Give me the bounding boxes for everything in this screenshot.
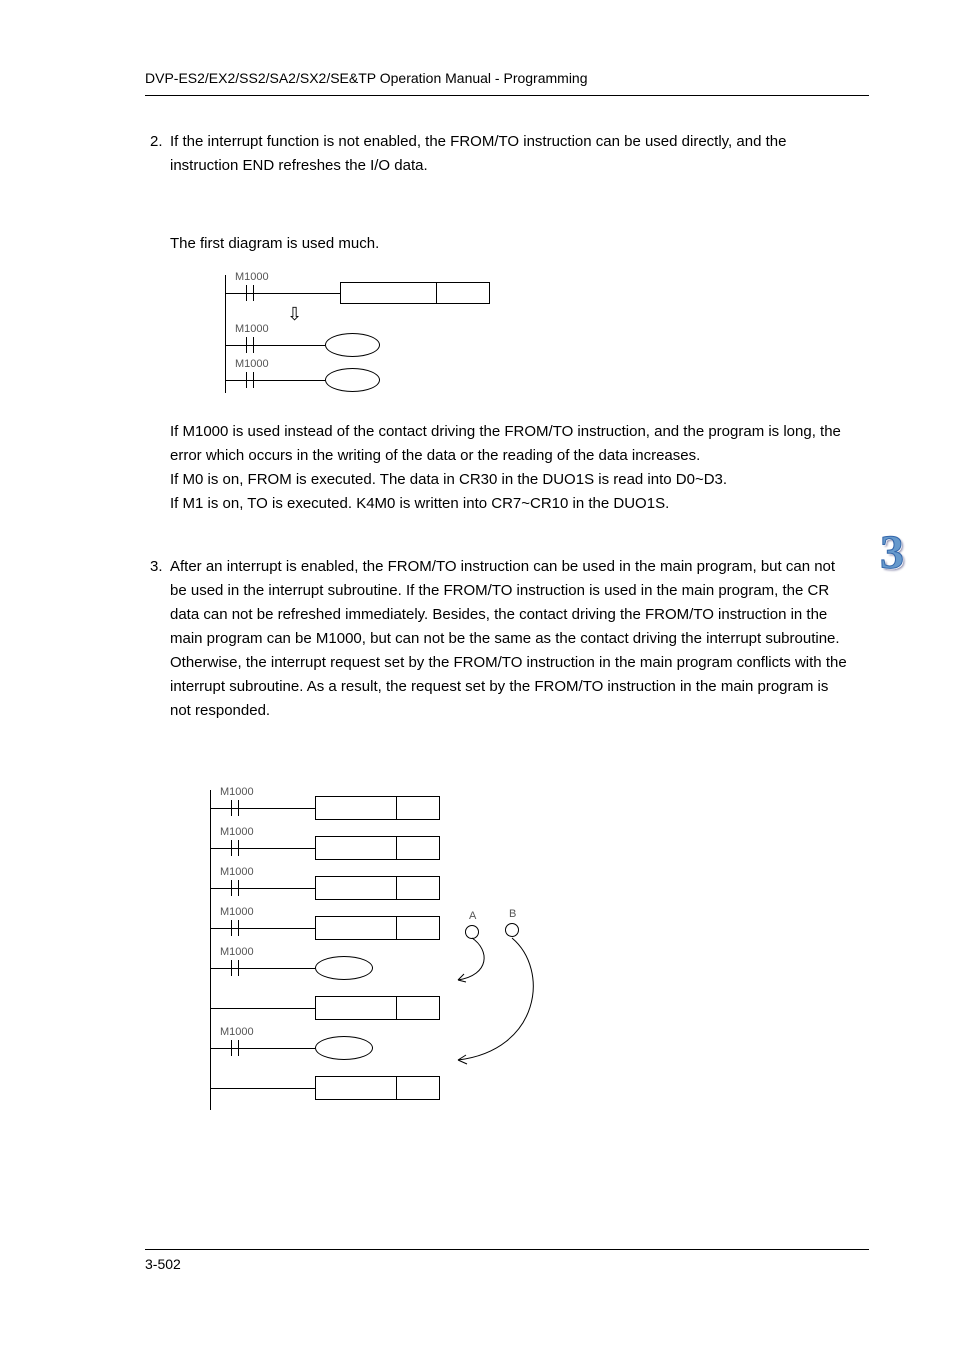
chapter-glyph: 3 — [880, 525, 904, 580]
contact-label: M1000 — [220, 826, 254, 838]
header-left: DVP-ES2/EX2/SS2/SA2/SX2/SE&TP Operation … — [145, 70, 588, 86]
item-number: 2. — [150, 130, 163, 154]
ladder-diagram-2: M1000 M1000 M1000 M1000 M1000 M1000 A B — [210, 790, 550, 1120]
diagram-title: The first diagram is used much. — [170, 232, 379, 256]
paragraph: If the interrupt function is not enabled… — [170, 133, 786, 174]
marker-b-label: B — [509, 908, 516, 920]
contact-label: M1000 — [220, 866, 254, 878]
page-number: 3-502 — [145, 1256, 181, 1272]
contact-label: M1000 — [235, 358, 269, 370]
footer-rule — [145, 1249, 869, 1250]
contact-label: M1000 — [220, 1026, 254, 1038]
contact-label: M1000 — [235, 323, 269, 335]
down-arrow-icon: ⇩ — [287, 305, 302, 323]
contact-label: M1000 — [220, 946, 254, 958]
contact-label: M1000 — [220, 906, 254, 918]
contact-label: M1000 — [220, 786, 254, 798]
paragraph: If M1000 is used instead of the contact … — [170, 420, 850, 516]
ladder-diagram-1: M1000 ⇩ M1000 M1000 — [225, 275, 495, 405]
arrow-b — [440, 920, 550, 1070]
paragraph: After an interrupt is enabled, the FROM/… — [170, 558, 847, 719]
item-number: 3. — [150, 555, 163, 579]
contact-label: M1000 — [235, 271, 269, 283]
header-rule — [145, 95, 869, 96]
